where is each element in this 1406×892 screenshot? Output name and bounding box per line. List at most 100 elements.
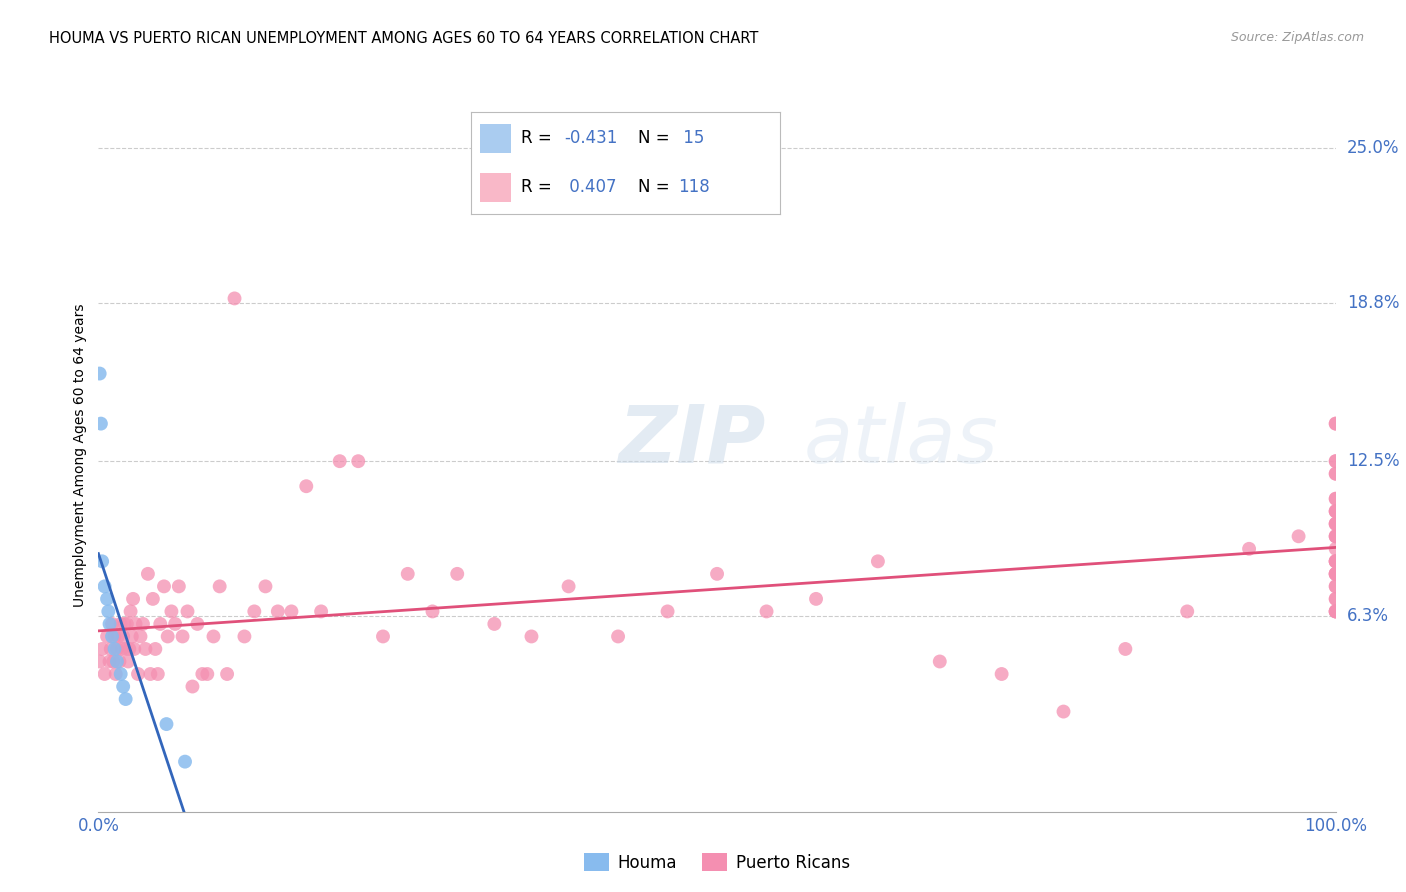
Point — [146, 667, 169, 681]
Point — [1052, 705, 1074, 719]
Point — [224, 292, 246, 306]
Point — [114, 642, 136, 657]
Point — [174, 755, 197, 769]
Point — [186, 616, 208, 631]
Point — [127, 667, 149, 681]
Point — [520, 630, 543, 644]
Point — [990, 667, 1012, 681]
Point — [1324, 529, 1347, 543]
Point — [1324, 454, 1347, 468]
Text: 118: 118 — [678, 178, 710, 196]
Point — [155, 717, 177, 731]
Point — [371, 630, 394, 644]
Point — [134, 642, 156, 657]
Point — [1324, 604, 1347, 618]
Point — [1324, 504, 1347, 518]
Point — [1324, 516, 1347, 531]
Point — [1324, 554, 1347, 568]
Point — [121, 630, 143, 644]
Text: 6.3%: 6.3% — [1347, 607, 1389, 625]
Point — [136, 566, 159, 581]
Point — [254, 579, 277, 593]
Point — [108, 655, 131, 669]
Point — [124, 642, 146, 657]
Point — [112, 680, 135, 694]
Point — [347, 454, 370, 468]
Point — [114, 692, 136, 706]
Point — [129, 630, 152, 644]
Point — [928, 655, 950, 669]
Point — [309, 604, 332, 618]
Point — [112, 630, 135, 644]
Point — [866, 554, 889, 568]
Point — [1324, 491, 1347, 506]
Point — [1324, 516, 1347, 531]
Point — [557, 579, 579, 593]
Point — [103, 630, 125, 644]
Point — [755, 604, 778, 618]
Point — [1324, 554, 1347, 568]
Point — [1324, 417, 1347, 431]
Text: 15: 15 — [678, 129, 704, 147]
Point — [181, 680, 204, 694]
Point — [607, 630, 630, 644]
Text: ZIP: ZIP — [619, 401, 765, 480]
Point — [202, 630, 225, 644]
Point — [105, 655, 128, 669]
Point — [1324, 467, 1347, 481]
Text: atlas: atlas — [804, 401, 998, 480]
Text: Source: ZipAtlas.com: Source: ZipAtlas.com — [1230, 31, 1364, 45]
Point — [1288, 529, 1310, 543]
Point — [446, 566, 468, 581]
Point — [1324, 529, 1347, 543]
Point — [1324, 454, 1347, 468]
Point — [396, 566, 419, 581]
Point — [1324, 566, 1347, 581]
Text: HOUMA VS PUERTO RICAN UNEMPLOYMENT AMONG AGES 60 TO 64 YEARS CORRELATION CHART: HOUMA VS PUERTO RICAN UNEMPLOYMENT AMONG… — [49, 31, 759, 46]
Point — [1324, 566, 1347, 581]
Point — [101, 616, 124, 631]
Point — [96, 591, 118, 606]
Point — [93, 579, 115, 593]
Point — [139, 667, 162, 681]
Point — [657, 604, 679, 618]
Point — [484, 616, 506, 631]
Text: -0.431: -0.431 — [564, 129, 617, 147]
Text: N =: N = — [638, 178, 675, 196]
Point — [98, 655, 121, 669]
Point — [1324, 529, 1347, 543]
Point — [1175, 604, 1198, 618]
Point — [1324, 554, 1347, 568]
Point — [132, 616, 155, 631]
Point — [1324, 467, 1347, 481]
Point — [1324, 566, 1347, 581]
Point — [156, 630, 179, 644]
Point — [149, 616, 172, 631]
Point — [142, 591, 165, 606]
Point — [103, 642, 125, 657]
Point — [107, 630, 129, 644]
Point — [1324, 604, 1347, 618]
Point — [89, 655, 111, 669]
Point — [1324, 541, 1347, 556]
Point — [1324, 566, 1347, 581]
Point — [165, 616, 187, 631]
Text: R =: R = — [520, 129, 557, 147]
Text: 0.407: 0.407 — [564, 178, 616, 196]
Point — [176, 604, 198, 618]
Point — [1114, 642, 1136, 657]
Point — [124, 616, 146, 631]
Point — [329, 454, 352, 468]
Bar — [481, 124, 512, 153]
Point — [143, 642, 166, 657]
Point — [160, 604, 183, 618]
Point — [91, 642, 114, 657]
Legend: Houma, Puerto Ricans: Houma, Puerto Ricans — [578, 847, 856, 879]
Point — [153, 579, 176, 593]
Point — [167, 579, 190, 593]
Point — [195, 667, 218, 681]
Point — [1324, 591, 1347, 606]
Point — [117, 655, 139, 669]
Point — [111, 642, 134, 657]
Point — [233, 630, 256, 644]
